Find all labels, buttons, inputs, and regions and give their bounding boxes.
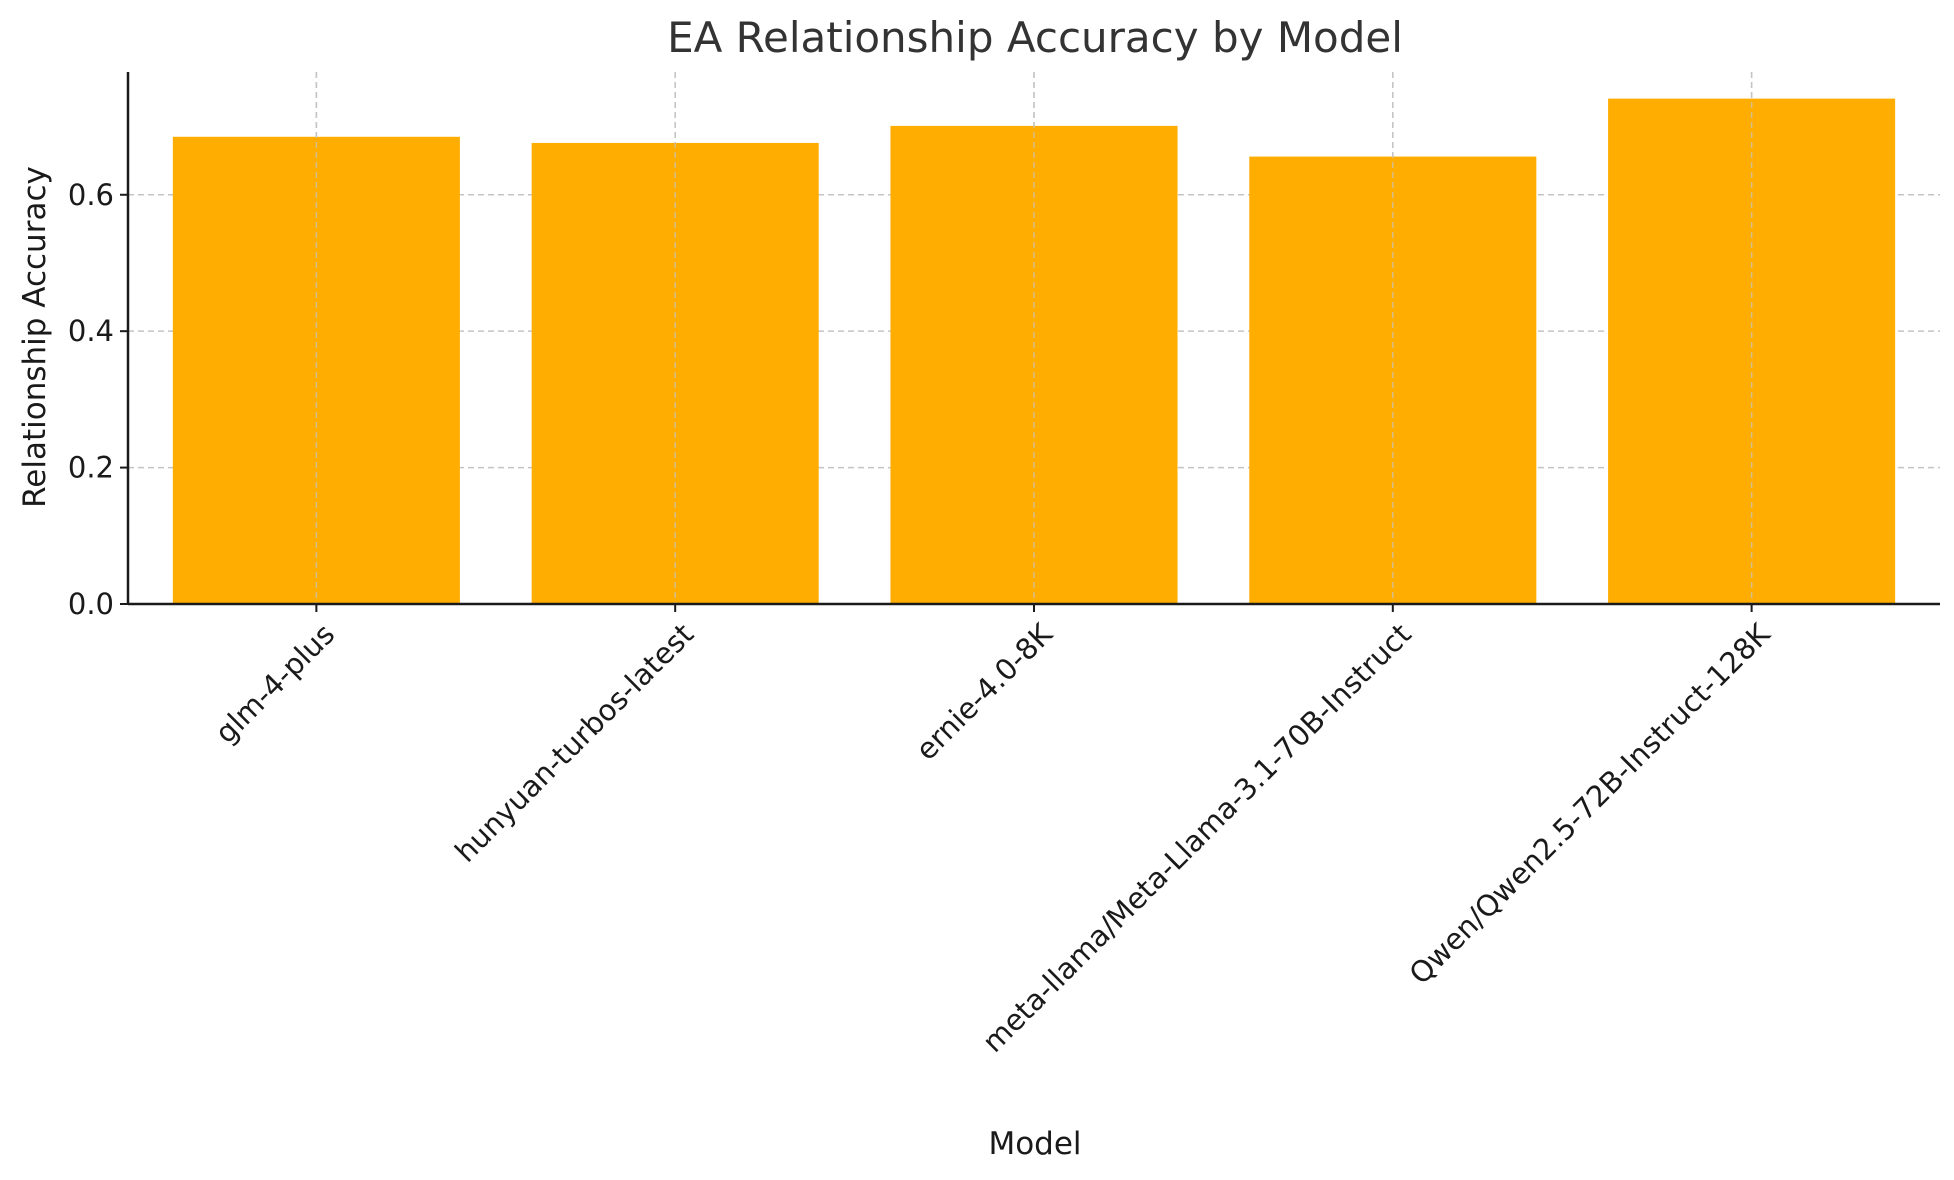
y-ticks: 0.0 0.2 0.4 0.6 — [68, 178, 128, 621]
chart-title: EA Relationship Accuracy by Model — [667, 13, 1403, 62]
bars — [172, 72, 1896, 605]
x-tick-label-2: ernie-4.0-8K — [909, 616, 1060, 767]
x-tick-label-1: hunyuan-turbos-latest — [448, 617, 700, 869]
bar-3 — [1249, 156, 1537, 605]
y-tick-label-1: 0.2 — [68, 451, 114, 485]
x-tick-label-3: meta-llama/Meta-Llama-3.1-70B-Instruct — [976, 617, 1418, 1059]
y-axis-label: Relationship Accuracy — [17, 166, 53, 508]
x-axis-label: Model — [988, 1126, 1081, 1162]
y-tick-label-2: 0.4 — [68, 314, 114, 348]
x-ticks: glm-4-plus hunyuan-turbos-latest ernie-4.0… — [208, 604, 1777, 1059]
y-tick-label-3: 0.6 — [68, 178, 114, 212]
x-tick-label-4: Qwen/Qwen2.5-72B-Instruct-128K — [1403, 616, 1778, 991]
x-tick-label-0: glm-4-plus — [208, 617, 341, 750]
y-tick-label-0: 0.0 — [68, 587, 114, 621]
